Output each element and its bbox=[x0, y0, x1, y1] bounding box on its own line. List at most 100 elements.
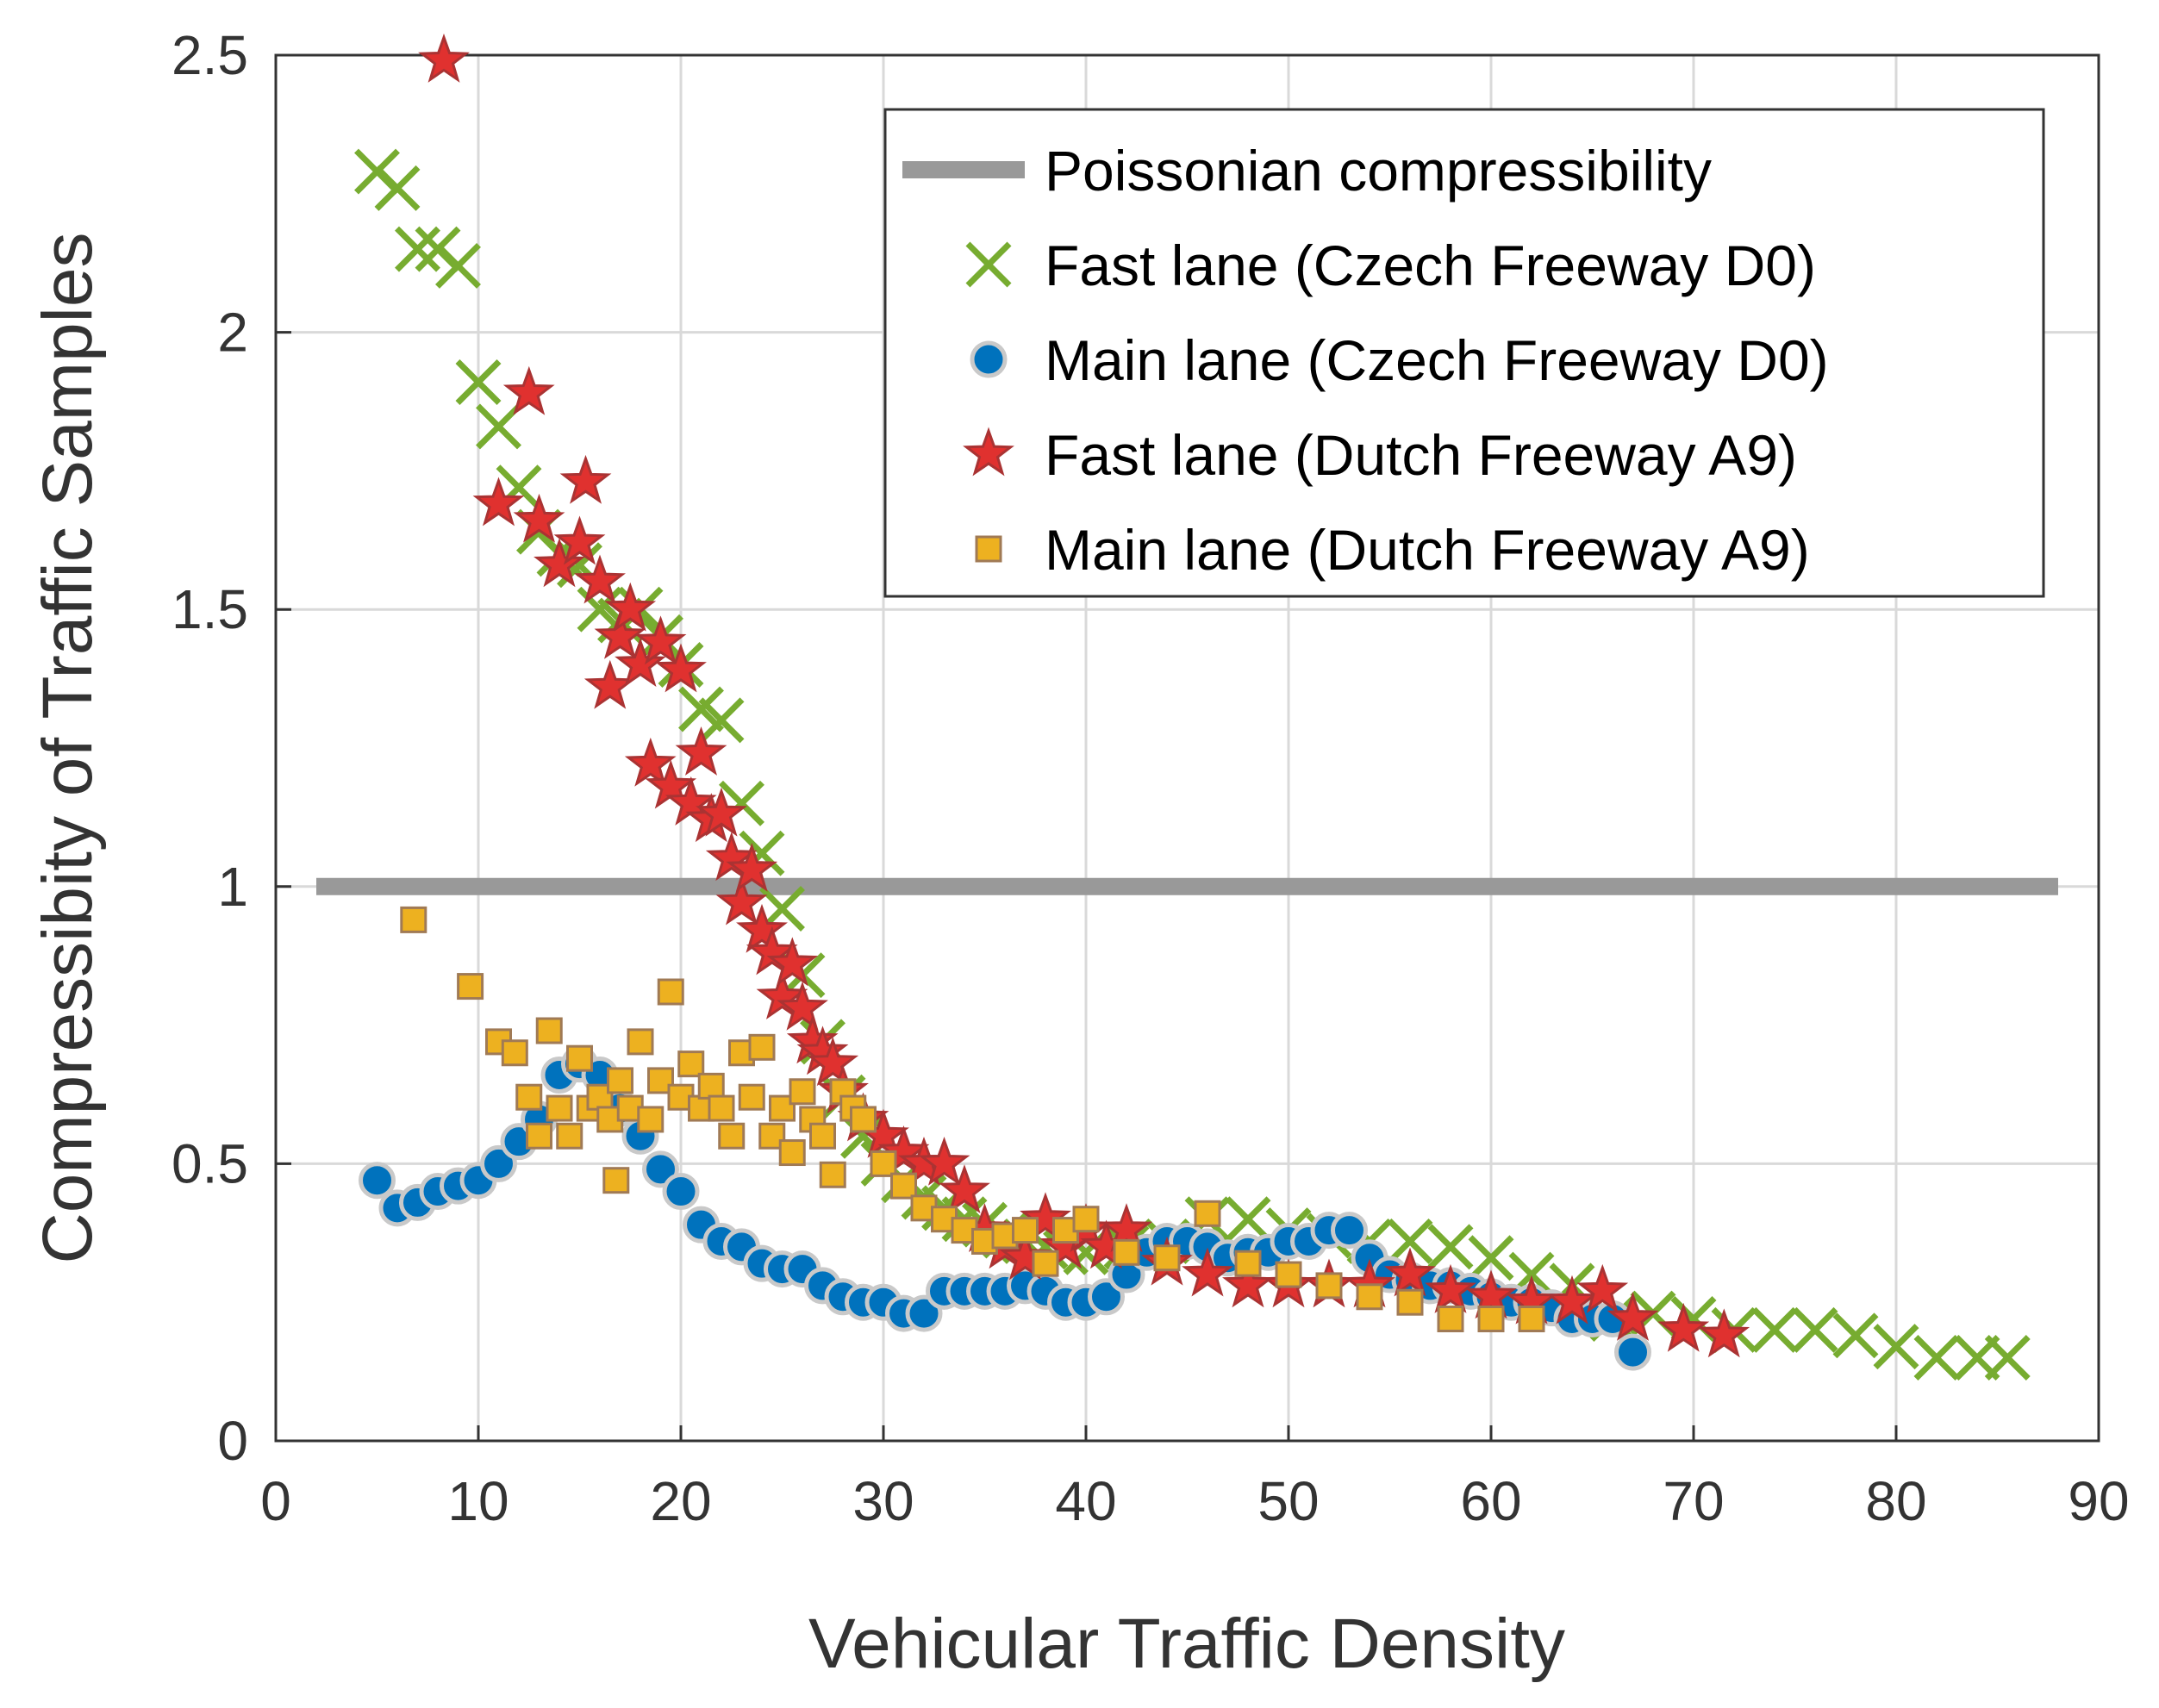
square-point bbox=[1153, 1244, 1181, 1272]
legend-entry: Poissonian compressibility bbox=[1045, 139, 1712, 203]
square-point bbox=[1072, 1206, 1100, 1233]
circle-point bbox=[662, 1173, 700, 1211]
star-point bbox=[736, 903, 788, 953]
star-point bbox=[807, 1037, 859, 1087]
star-point bbox=[877, 1125, 930, 1175]
square-point bbox=[850, 1106, 877, 1133]
star-point bbox=[756, 969, 808, 1019]
star-point bbox=[1182, 1247, 1233, 1297]
series-4 bbox=[400, 906, 1545, 1332]
square-point bbox=[602, 1167, 630, 1194]
x-point bbox=[435, 242, 481, 289]
star-point bbox=[604, 582, 657, 632]
star-point bbox=[675, 726, 727, 776]
star-point bbox=[559, 454, 612, 504]
square-point bbox=[870, 1150, 897, 1177]
star-point bbox=[553, 515, 606, 565]
legend: Poissonian compressibility Fast lane (Cze… bbox=[883, 108, 2045, 598]
circle-point bbox=[1331, 1212, 1368, 1250]
square-point bbox=[1477, 1305, 1505, 1332]
star-point bbox=[1020, 1192, 1071, 1242]
square-point bbox=[457, 973, 484, 1000]
star-point bbox=[634, 615, 687, 665]
star-point bbox=[513, 493, 565, 543]
x-tick-label: 0 bbox=[260, 1470, 291, 1532]
square-point bbox=[738, 1083, 765, 1111]
legend-swatch bbox=[963, 427, 1014, 477]
legend-entry: Main lane (Dutch Freeway A9) bbox=[1045, 518, 1810, 582]
square-point bbox=[1356, 1283, 1383, 1311]
x-tick-label: 10 bbox=[447, 1470, 509, 1532]
square-point bbox=[607, 1067, 633, 1094]
x-point bbox=[1427, 1224, 1474, 1270]
x-tick-label: 50 bbox=[1257, 1470, 1319, 1532]
x-point bbox=[476, 403, 521, 450]
square-point bbox=[526, 1122, 552, 1150]
y-tick-label: 1.5 bbox=[172, 578, 248, 640]
square-point bbox=[890, 1172, 917, 1200]
star-point bbox=[418, 33, 470, 83]
star-point bbox=[594, 609, 646, 659]
x-point bbox=[395, 226, 440, 272]
legend-box bbox=[883, 108, 2045, 598]
square-point bbox=[1234, 1250, 1262, 1277]
x-point bbox=[1832, 1312, 1879, 1359]
square-point bbox=[657, 978, 684, 1006]
square-point bbox=[627, 1028, 654, 1056]
legend-swatch bbox=[965, 241, 1012, 288]
legend-entry: Fast lane (Dutch Freeway A9) bbox=[1045, 423, 1797, 487]
star-point bbox=[726, 843, 778, 892]
x-point bbox=[1751, 1306, 1798, 1353]
star-point bbox=[502, 365, 555, 415]
square-point bbox=[708, 1094, 735, 1122]
square-point bbox=[718, 1122, 746, 1150]
square-point bbox=[556, 1122, 583, 1150]
square-point bbox=[1032, 1250, 1059, 1277]
star-point bbox=[534, 538, 585, 588]
x-point bbox=[1984, 1335, 2031, 1381]
star-point bbox=[1384, 1247, 1436, 1297]
star-point bbox=[1546, 1275, 1598, 1325]
x-point bbox=[455, 359, 502, 405]
square-point bbox=[778, 1139, 806, 1167]
square-point bbox=[637, 1106, 665, 1133]
x-point bbox=[1873, 1324, 1919, 1370]
y-tick-label: 1 bbox=[217, 856, 248, 918]
star-point bbox=[777, 981, 828, 1031]
square-point bbox=[546, 1094, 573, 1122]
square-point bbox=[566, 1044, 593, 1072]
square-point bbox=[501, 1039, 528, 1067]
square-point bbox=[809, 1122, 836, 1150]
star-point bbox=[939, 1164, 990, 1213]
x-point bbox=[1387, 1218, 1433, 1264]
y-tick-label: 2.5 bbox=[172, 24, 248, 86]
x-point bbox=[1225, 1196, 1271, 1243]
star-point bbox=[655, 643, 707, 693]
x-axis-label: Vehicular Traffic Density bbox=[808, 1605, 1565, 1683]
star-point bbox=[705, 832, 758, 882]
legend-entry: Fast lane (Czech Freeway D0) bbox=[1045, 234, 1816, 297]
star-point bbox=[472, 477, 525, 527]
axes: 0 10 20 30 40 50 60 70 80 90 0 0.5 1 1.5 2 2.5 bbox=[172, 24, 2130, 1532]
square-point bbox=[1113, 1238, 1140, 1266]
square-point bbox=[1315, 1272, 1343, 1300]
square-point bbox=[1275, 1261, 1302, 1288]
square-point bbox=[789, 1078, 816, 1106]
y-tick-label: 2 bbox=[217, 302, 248, 364]
square-point bbox=[819, 1161, 846, 1188]
square-point bbox=[677, 1050, 705, 1078]
square-point bbox=[1437, 1305, 1464, 1332]
square-point bbox=[1518, 1305, 1545, 1332]
star-point bbox=[746, 926, 798, 976]
x-tick-label: 30 bbox=[852, 1470, 914, 1532]
x-tick-label: 60 bbox=[1460, 1470, 1521, 1532]
x-tick-label: 80 bbox=[1865, 1470, 1926, 1532]
square-point bbox=[515, 1083, 543, 1111]
star-point bbox=[766, 937, 819, 987]
star-point bbox=[1657, 1302, 1710, 1352]
y-axis-label: Compressibity of Traffic Samples bbox=[28, 232, 107, 1263]
square-point bbox=[400, 906, 427, 933]
y-tick-label: 0.5 bbox=[172, 1132, 248, 1194]
legend-swatch bbox=[975, 535, 1002, 563]
